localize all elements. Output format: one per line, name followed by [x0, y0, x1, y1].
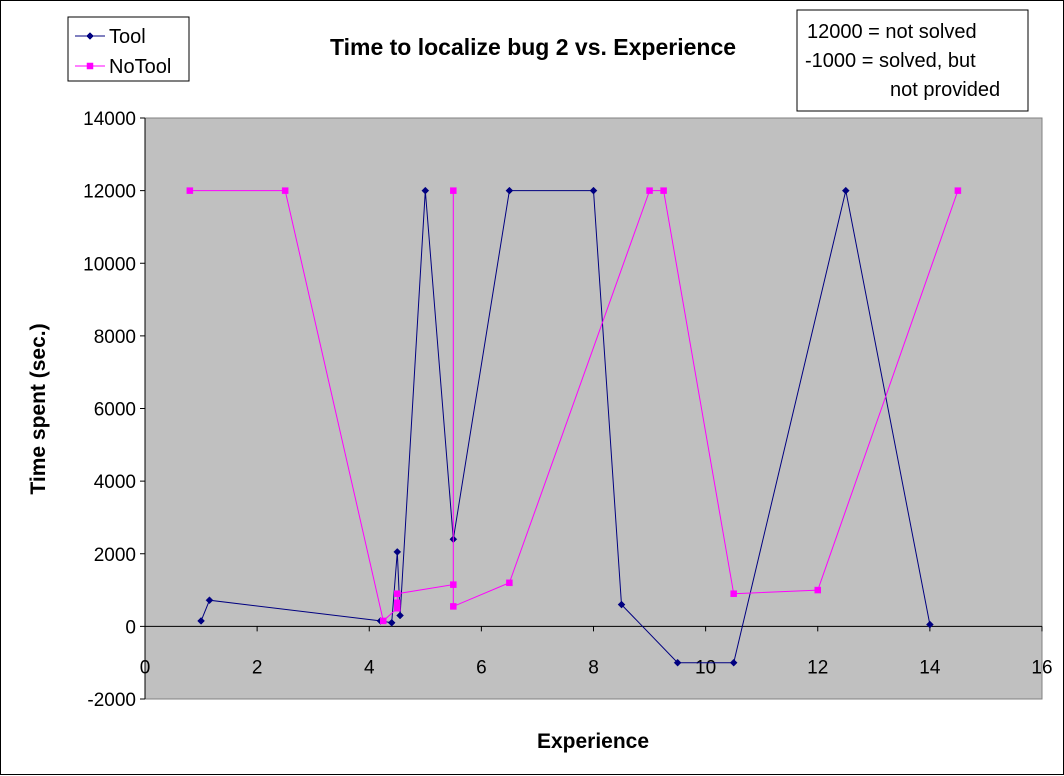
data-point-tool — [387, 618, 396, 627]
data-point-notool — [394, 590, 401, 597]
data-point-tool — [505, 186, 514, 195]
plot-area — [144, 117, 1043, 700]
note-box: 12000 = not solved -1000 = solved, but n… — [796, 9, 1029, 112]
series-notool — [186, 187, 962, 625]
data-point-notool — [450, 603, 457, 610]
legend-box — [67, 16, 190, 82]
x-tick-label: 14 — [919, 657, 941, 678]
y-tick-label: 4000 — [94, 472, 136, 493]
data-point-tool — [393, 548, 402, 556]
note-line-2: -1000 = solved, but — [805, 50, 976, 72]
x-tick-label: 16 — [1031, 657, 1052, 678]
y-tick-label: -2000 — [87, 690, 136, 711]
x-tick-label: 6 — [476, 657, 487, 678]
legend-label: Tool — [109, 26, 146, 48]
x-tick-label: 4 — [364, 657, 375, 678]
data-point-notool — [186, 187, 194, 194]
legend-marker — [86, 62, 94, 70]
note-line-3: not provided — [890, 79, 1000, 101]
y-axis-title: Time spent (sec.) — [27, 323, 50, 494]
data-point-notool — [380, 617, 387, 625]
x-tick-label: 2 — [252, 657, 263, 678]
data-point-notool — [394, 599, 401, 607]
legend-label: NoTool — [109, 56, 171, 78]
data-point-notool — [394, 604, 401, 612]
data-point-tool — [205, 596, 214, 605]
chart-title: Time to localize bug 2 vs. Experience — [330, 34, 736, 60]
x-tick-label: 0 — [140, 657, 151, 678]
data-point-tool — [589, 186, 598, 195]
note-line-1: 12000 = not solved — [807, 21, 977, 43]
data-point-notool — [450, 581, 457, 588]
data-point-notool — [506, 579, 513, 587]
y-tick-label: 2000 — [94, 545, 136, 566]
data-point-tool — [421, 186, 430, 195]
data-point-tool — [926, 620, 934, 629]
x-ticks: 0 2 4 6 8 10 12 14 16 — [140, 626, 1053, 678]
x-tick-label: 10 — [695, 657, 716, 678]
data-point-notool — [954, 187, 962, 194]
data-point-notool — [814, 586, 821, 594]
x-axis-title: Experience — [537, 730, 649, 753]
data-point-tool — [396, 611, 404, 620]
legend: Tool NoTool — [67, 16, 190, 82]
data-point-tool — [729, 658, 738, 667]
data-point-notool — [281, 187, 289, 194]
data-point-notool — [660, 187, 667, 194]
data-point-notool — [730, 590, 737, 597]
y-ticks: -2000 0 2000 4000 6000 8000 10000 12000 14000 — [83, 109, 145, 711]
y-tick-label: 10000 — [83, 254, 136, 275]
y-tick-label: 8000 — [94, 327, 136, 348]
legend-marker — [86, 32, 94, 40]
data-point-tool — [617, 600, 626, 609]
y-tick-label: 12000 — [83, 182, 136, 203]
x-tick-label: 8 — [588, 657, 599, 678]
y-tick-label: 14000 — [83, 109, 136, 130]
data-point-notool — [646, 187, 653, 194]
data-point-tool — [673, 658, 682, 667]
data-point-tool — [841, 186, 850, 195]
x-tick-label: 12 — [807, 657, 828, 678]
data-point-tool — [197, 617, 205, 625]
note-box-border — [796, 9, 1029, 112]
y-tick-label: 0 — [125, 617, 136, 638]
data-point-notool — [450, 187, 457, 194]
series-layer — [186, 186, 962, 667]
y-tick-label: 6000 — [94, 400, 136, 421]
